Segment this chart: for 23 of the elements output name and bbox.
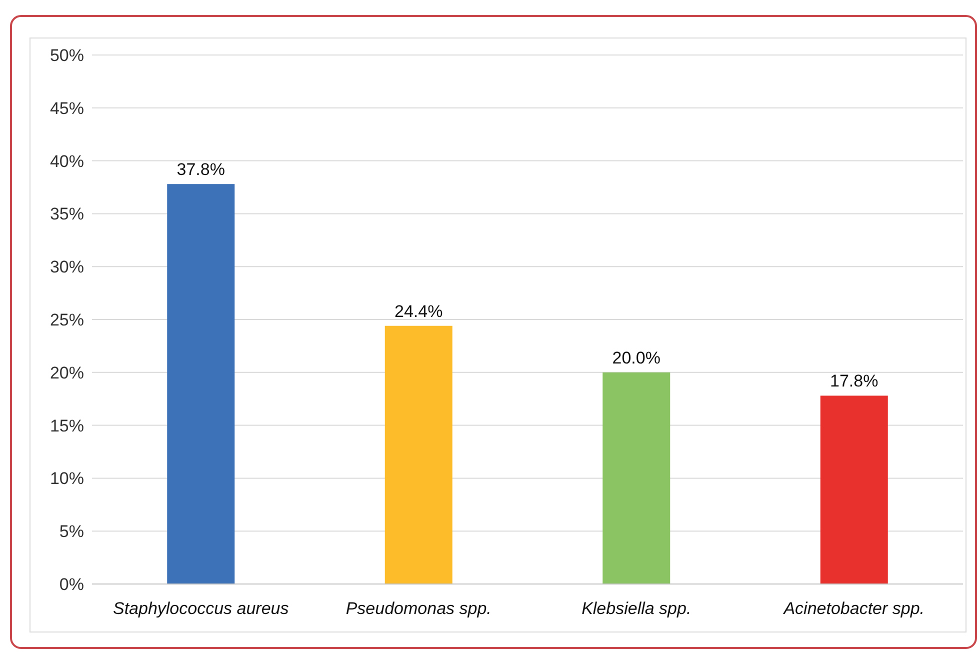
x-tick-label: Acinetobacter spp. <box>782 599 925 618</box>
y-tick-label: 45% <box>50 98 84 118</box>
y-tick-label: 20% <box>50 363 84 382</box>
x-tick-label: Pseudomonas spp. <box>346 599 492 618</box>
y-tick-label: 10% <box>50 469 84 488</box>
y-tick-label: 50% <box>50 46 84 65</box>
data-label: 24.4% <box>394 302 443 321</box>
y-tick-label: 0% <box>59 574 84 594</box>
bar <box>167 184 235 584</box>
y-tick-label: 35% <box>50 204 84 224</box>
y-tick-label: 30% <box>50 258 84 277</box>
y-tick-label: 40% <box>50 152 84 171</box>
data-label: 37.8% <box>176 160 225 180</box>
x-tick-label: Klebsiella spp. <box>582 599 692 618</box>
x-tick-label: Staphylococcus aureus <box>112 599 290 618</box>
bar <box>602 372 670 584</box>
bar <box>384 326 452 584</box>
y-tick-label: 5% <box>59 522 84 542</box>
y-tick-label: 15% <box>50 416 84 436</box>
bar <box>820 396 888 584</box>
y-tick-label: 25% <box>50 310 84 330</box>
data-label: 20.0% <box>612 348 660 368</box>
data-label: 17.8% <box>830 372 878 391</box>
